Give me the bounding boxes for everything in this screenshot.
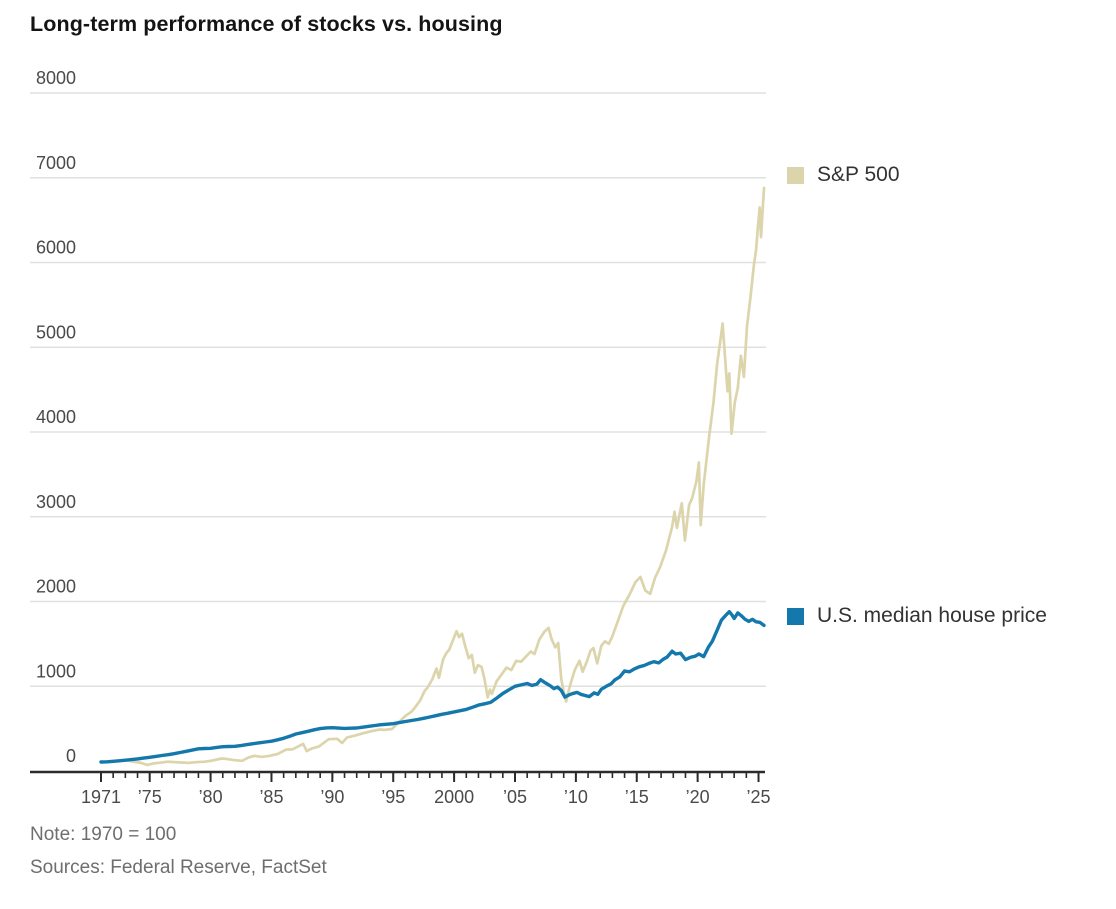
sp500-series-line bbox=[99, 186, 766, 767]
y-tick-label: 3000 bbox=[36, 492, 76, 512]
x-tick-label: ’15 bbox=[625, 787, 649, 807]
y-tick-label: 0 bbox=[66, 746, 76, 766]
x-tick-label: ’90 bbox=[320, 787, 344, 807]
sp500-legend-label: S&P 500 bbox=[817, 163, 900, 186]
legend-item-sp500: S&P 500 bbox=[787, 163, 900, 187]
y-tick-label: 6000 bbox=[36, 238, 76, 258]
y-tick-label: 1000 bbox=[36, 661, 76, 681]
y-tick-label: 4000 bbox=[36, 407, 76, 427]
y-tick-label: 7000 bbox=[36, 153, 76, 173]
y-tick-label: 8000 bbox=[36, 68, 76, 88]
x-tick-label: ’80 bbox=[199, 787, 223, 807]
x-tick-label: ’85 bbox=[259, 787, 283, 807]
chart-note: Note: 1970 = 100 bbox=[30, 824, 177, 845]
x-tick-label: 2000 bbox=[434, 787, 474, 807]
house-price-legend-swatch-icon bbox=[787, 607, 804, 625]
sp500-legend-swatch-icon bbox=[787, 166, 804, 184]
house-price-legend-label: U.S. median house price bbox=[817, 604, 1047, 627]
x-tick-label: ’05 bbox=[503, 787, 527, 807]
chart-title: Long-term performance of stocks vs. hous… bbox=[30, 12, 503, 36]
y-tick-label: 2000 bbox=[36, 577, 76, 597]
x-tick-label: ’25 bbox=[747, 787, 771, 807]
legend-item-house-price: U.S. median house price bbox=[787, 604, 1047, 628]
chart-area: 0 1000 2000 3000 4000 5000 6000 7000 8000 1971 ’75… bbox=[30, 68, 1047, 807]
line-chart: 0 1000 2000 3000 4000 5000 6000 7000 8000 1971 ’75… bbox=[30, 68, 771, 807]
y-tick-label: 5000 bbox=[36, 322, 76, 342]
chart-sources: Sources: Federal Reserve, FactSet bbox=[30, 857, 327, 878]
x-tick-label: ’10 bbox=[564, 787, 588, 807]
x-tick-label: ’75 bbox=[138, 787, 162, 807]
house-price-series-line bbox=[99, 610, 766, 764]
x-tick-label: ’20 bbox=[686, 787, 710, 807]
x-tick-label: ’95 bbox=[381, 787, 405, 807]
x-tick-label: 1971 bbox=[81, 787, 121, 807]
